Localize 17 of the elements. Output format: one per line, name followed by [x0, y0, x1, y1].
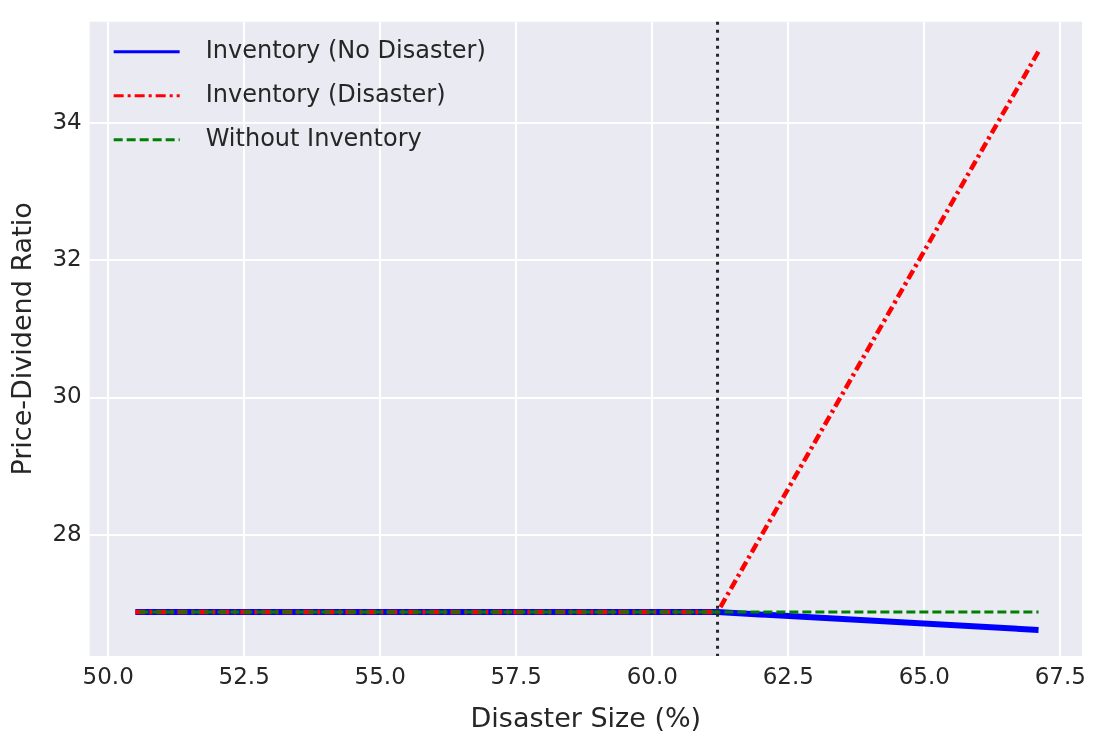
- legend-label: Inventory (Disaster): [205, 80, 446, 109]
- x-tick-label: 57.5: [490, 662, 542, 689]
- y-tick-label: 32: [52, 245, 82, 272]
- y-tick-label: 28: [52, 519, 82, 546]
- x-tick-label: 52.5: [218, 662, 270, 689]
- x-tick-label: 67.5: [1034, 662, 1086, 689]
- x-tick-label: 62.5: [762, 662, 814, 689]
- legend-label: Inventory (No Disaster): [205, 36, 486, 65]
- y-tick-label: 34: [52, 108, 82, 135]
- y-axis-title: Price-Dividend Ratio: [6, 202, 38, 476]
- x-tick-label: 50.0: [82, 662, 134, 689]
- x-tick-label: 65.0: [898, 662, 950, 689]
- x-tick-label: 55.0: [354, 662, 406, 689]
- x-axis-title: Disaster Size (%): [470, 701, 702, 733]
- x-tick-label: 60.0: [626, 662, 678, 689]
- legend-label: Without Inventory: [205, 124, 422, 153]
- y-tick-label: 30: [52, 382, 82, 409]
